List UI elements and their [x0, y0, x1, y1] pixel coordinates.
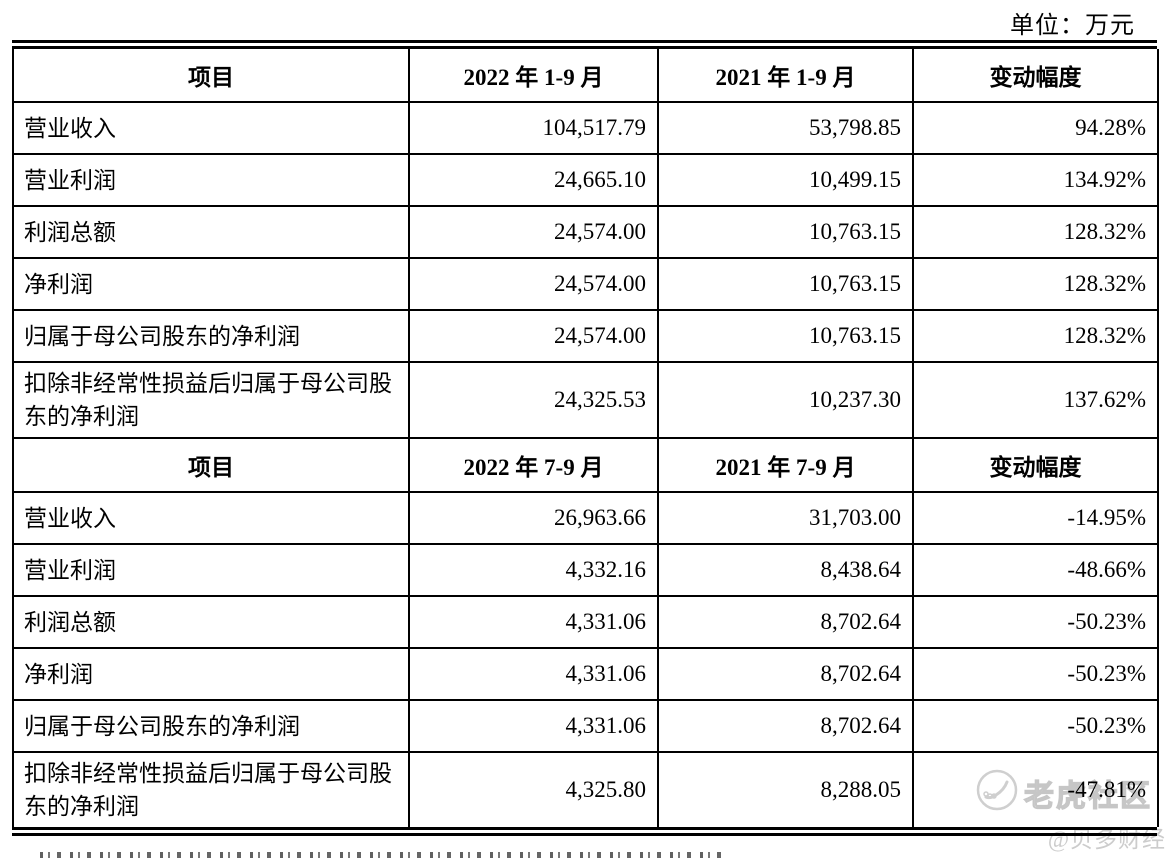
table-row: 利润总额 24,574.00 10,763.15 128.32%	[12, 205, 1159, 259]
cell-value: 31,703.00	[657, 491, 914, 545]
table-row: 净利润 24,574.00 10,763.15 128.32%	[12, 257, 1159, 311]
cell-value: 10,499.15	[657, 153, 914, 207]
cell-value: 4,332.16	[408, 543, 659, 597]
period-column-header: 变动幅度	[912, 49, 1159, 103]
cell-value: 10,763.15	[657, 309, 914, 363]
cell-value: 8,702.64	[657, 595, 914, 649]
row-label: 营业利润	[12, 543, 410, 597]
cell-value: 24,574.00	[408, 257, 659, 311]
cropped-bottom-text-remnant	[40, 852, 730, 858]
unit-label: 单位：万元	[1010, 13, 1135, 39]
cell-value: 8,702.64	[657, 699, 914, 753]
item-column-header: 项目	[12, 437, 410, 493]
financial-comparison-table: 项目 2022 年 1-9 月 2021 年 1-9 月变动幅度 营业收入 104,51…	[12, 49, 1159, 827]
cell-value: 128.32%	[912, 309, 1159, 363]
period-column-header: 变动幅度	[912, 437, 1159, 493]
table-row: 归属于母公司股东的净利润 4,331.06 8,702.64 -50.23%	[12, 699, 1159, 753]
cell-value: 137.62%	[912, 361, 1159, 439]
row-label: 利润总额	[12, 205, 410, 259]
cell-value: 4,331.06	[408, 647, 659, 701]
period-column-header: 2021 年 7-9 月	[657, 437, 914, 493]
cell-value: 26,963.66	[408, 491, 659, 545]
cell-value: -48.66%	[912, 543, 1159, 597]
row-label: 净利润	[12, 647, 410, 701]
cell-value: -47.81%	[912, 751, 1159, 827]
row-label: 营业利润	[12, 153, 410, 207]
section-header-row: 项目 2022 年 1-9 月 2021 年 1-9 月变动幅度	[12, 49, 1159, 103]
cell-value: 104,517.79	[408, 101, 659, 155]
table-row: 扣除非经常性损益后归属于母公司股东的净利润 24,325.53 10,237.30 1…	[12, 361, 1159, 439]
cell-value: 4,331.06	[408, 699, 659, 753]
row-label: 营业收入	[12, 101, 410, 155]
cell-value: 94.28%	[912, 101, 1159, 155]
cell-value: 24,574.00	[408, 205, 659, 259]
item-column-header: 项目	[12, 49, 410, 103]
row-label: 净利润	[12, 257, 410, 311]
period-column-header: 2022 年 7-9 月	[408, 437, 659, 493]
cell-value: 128.32%	[912, 205, 1159, 259]
row-label: 扣除非经常性损益后归属于母公司股东的净利润	[12, 751, 410, 827]
cell-value: 10,237.30	[657, 361, 914, 439]
table-row: 扣除非经常性损益后归属于母公司股东的净利润 4,325.80 8,288.05 -47…	[12, 751, 1159, 827]
table-row: 净利润 4,331.06 8,702.64 -50.23%	[12, 647, 1159, 701]
cell-value: 134.92%	[912, 153, 1159, 207]
section-header-row: 项目 2022 年 7-9 月 2021 年 7-9 月变动幅度	[12, 437, 1159, 493]
table-row: 营业利润 24,665.10 10,499.15 134.92%	[12, 153, 1159, 207]
cell-value: 8,702.64	[657, 647, 914, 701]
table-row: 归属于母公司股东的净利润 24,574.00 10,763.15 128.32%	[12, 309, 1159, 363]
cell-value: 8,288.05	[657, 751, 914, 827]
cell-value: -50.23%	[912, 699, 1159, 753]
row-label: 归属于母公司股东的净利润	[12, 699, 410, 753]
table-row: 利润总额 4,331.06 8,702.64 -50.23%	[12, 595, 1159, 649]
row-label: 利润总额	[12, 595, 410, 649]
cell-value: 8,438.64	[657, 543, 914, 597]
cell-value: 4,331.06	[408, 595, 659, 649]
financial-table-wrapper: 项目 2022 年 1-9 月 2021 年 1-9 月变动幅度 营业收入 104,51…	[12, 40, 1159, 836]
cell-value: 24,665.10	[408, 153, 659, 207]
cell-value: 53,798.85	[657, 101, 914, 155]
cell-value: 24,325.53	[408, 361, 659, 439]
cell-value: -50.23%	[912, 647, 1159, 701]
row-label: 归属于母公司股东的净利润	[12, 309, 410, 363]
row-label: 扣除非经常性损益后归属于母公司股东的净利润	[12, 361, 410, 439]
cell-value: 10,763.15	[657, 205, 914, 259]
cell-value: -14.95%	[912, 491, 1159, 545]
cell-value: -50.23%	[912, 595, 1159, 649]
cell-value: 10,763.15	[657, 257, 914, 311]
table-row: 营业收入 104,517.79 53,798.85 94.28%	[12, 101, 1159, 155]
cell-value: 4,325.80	[408, 751, 659, 827]
table-row: 营业收入 26,963.66 31,703.00 -14.95%	[12, 491, 1159, 545]
cell-value: 24,574.00	[408, 309, 659, 363]
cell-value: 128.32%	[912, 257, 1159, 311]
table-body: 项目 2022 年 1-9 月 2021 年 1-9 月变动幅度 营业收入 104,51…	[12, 49, 1159, 827]
period-column-header: 2022 年 1-9 月	[408, 49, 659, 103]
table-row: 营业利润 4,332.16 8,438.64 -48.66%	[12, 543, 1159, 597]
period-column-header: 2021 年 1-9 月	[657, 49, 914, 103]
row-label: 营业收入	[12, 491, 410, 545]
